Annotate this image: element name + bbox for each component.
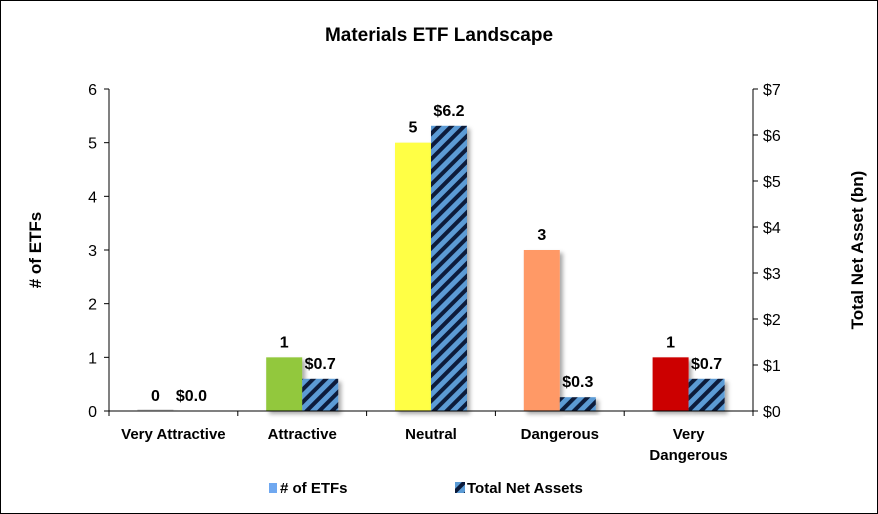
bar-etf-count (652, 357, 689, 411)
left-tick-label: 1 (88, 350, 97, 367)
data-label-net-assets: $0.7 (305, 356, 336, 373)
left-axis-title: # of ETFs (26, 212, 45, 289)
data-label-net-assets: $0.0 (176, 388, 207, 405)
bar-etf-count (137, 409, 174, 411)
data-label-etf-count: 5 (409, 120, 418, 137)
bar-etf-count (266, 357, 303, 411)
right-tick-label: $6 (763, 128, 781, 145)
category-label: Dangerous (521, 426, 599, 443)
right-tick-label: $4 (763, 220, 781, 237)
right-tick-label: $1 (763, 358, 781, 375)
right-axis-title: Total Net Asset (bn) (848, 171, 867, 330)
bar-net-assets (688, 378, 725, 411)
legend-swatch-net-assets (455, 482, 465, 493)
data-label-etf-count: 3 (537, 227, 546, 244)
data-label-etf-count: 1 (280, 334, 289, 351)
right-tick-label: $2 (763, 312, 781, 329)
right-tick-label: $3 (763, 266, 781, 283)
data-label-etf-count: 0 (151, 388, 160, 405)
bar-etf-count (395, 142, 431, 411)
bar-etf-count (523, 250, 560, 411)
chart-title: Materials ETF Landscape (325, 25, 553, 46)
right-tick-label: $7 (763, 82, 781, 99)
data-label-etf-count: 1 (666, 334, 675, 351)
data-label-net-assets: $0.3 (562, 374, 593, 391)
left-tick-label: 2 (88, 297, 97, 314)
left-tick-label: 0 (88, 404, 97, 421)
data-label-net-assets: $6.2 (433, 103, 464, 120)
bar-net-assets (559, 397, 596, 411)
category-label: Neutral (405, 426, 457, 443)
category-label: Very (673, 426, 705, 443)
category-label: Attractive (268, 426, 337, 443)
bar-net-assets (431, 125, 467, 412)
legend-label-etf-count: # of ETFs (280, 480, 348, 497)
left-tick-label: 4 (88, 189, 97, 206)
bar-net-assets (302, 378, 339, 411)
legend-swatch-etf-count (269, 483, 277, 493)
right-tick-label: $5 (763, 174, 781, 191)
left-tick-label: 3 (88, 243, 97, 260)
category-label: Very Attractive (121, 426, 226, 443)
left-tick-label: 5 (88, 136, 97, 153)
legend-label-net-assets: Total Net Assets (467, 480, 583, 497)
data-label-net-assets: $0.7 (691, 356, 722, 373)
category-label: Dangerous (649, 447, 727, 464)
right-tick-label: $0 (763, 404, 781, 421)
left-tick-label: 6 (88, 82, 97, 99)
